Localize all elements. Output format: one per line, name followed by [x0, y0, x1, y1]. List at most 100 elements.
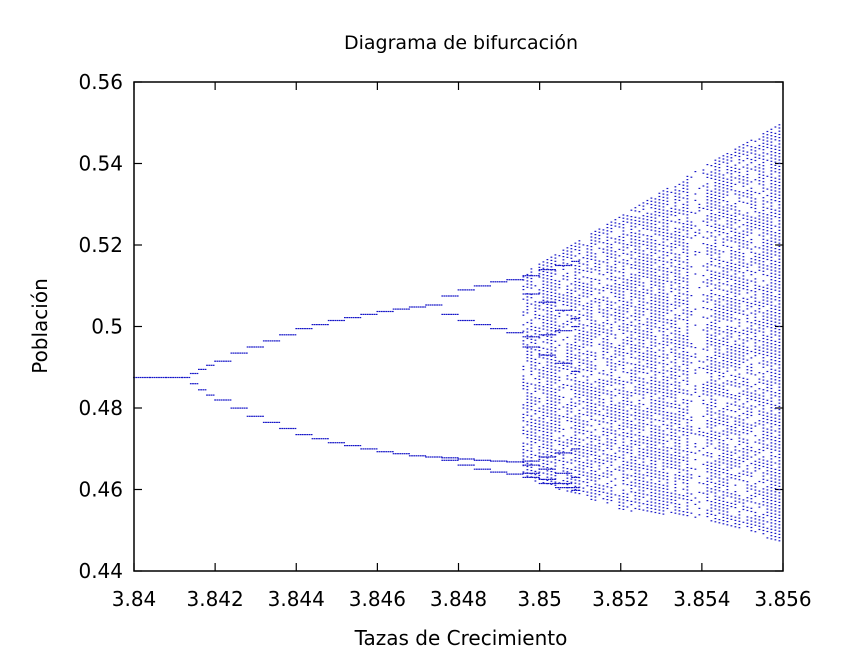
data-point	[535, 471, 537, 472]
data-point	[631, 232, 633, 233]
data-point	[715, 448, 717, 449]
data-point	[260, 416, 262, 417]
data-point	[615, 408, 617, 409]
data-point	[663, 402, 665, 403]
data-point	[436, 456, 438, 457]
data-point	[739, 345, 741, 346]
data-point	[551, 365, 553, 366]
data-point	[747, 433, 749, 434]
data-point	[647, 318, 649, 319]
data-point	[659, 513, 661, 514]
data-point	[424, 306, 426, 307]
data-point	[771, 186, 773, 187]
data-point	[623, 426, 625, 427]
data-point	[675, 221, 677, 222]
data-point	[739, 415, 741, 416]
data-point	[687, 285, 689, 286]
data-point	[452, 460, 454, 461]
data-point	[651, 358, 653, 359]
data-point	[527, 348, 529, 349]
data-point	[663, 277, 665, 278]
data-point	[639, 320, 641, 321]
data-point	[541, 334, 543, 335]
data-point	[727, 326, 729, 327]
data-point	[711, 383, 713, 384]
data-point	[739, 466, 741, 467]
data-point	[763, 517, 765, 518]
data-point	[679, 497, 681, 498]
data-point	[719, 458, 721, 459]
data-point	[635, 380, 637, 381]
data-point	[631, 331, 633, 332]
data-point	[559, 482, 561, 483]
data-point	[599, 491, 601, 492]
data-point	[539, 456, 541, 457]
data-point	[583, 289, 585, 290]
data-point	[591, 288, 593, 289]
data-point	[647, 245, 649, 246]
data-point	[374, 314, 376, 315]
data-point	[587, 306, 589, 307]
data-point	[599, 443, 601, 444]
data-point	[531, 278, 533, 279]
data-point	[699, 492, 701, 493]
data-point	[559, 287, 561, 288]
data-point	[619, 249, 621, 250]
data-point	[635, 374, 637, 375]
data-point	[631, 382, 633, 383]
data-point	[739, 258, 741, 259]
data-point	[667, 473, 669, 474]
data-point	[719, 513, 721, 514]
data-point	[699, 428, 701, 429]
data-point	[667, 402, 669, 403]
data-point	[575, 355, 577, 356]
data-point	[711, 261, 713, 262]
data-point	[675, 372, 677, 373]
data-point	[583, 308, 585, 309]
data-point	[643, 366, 645, 367]
data-point	[683, 197, 685, 198]
data-point	[527, 469, 529, 470]
data-point	[763, 258, 765, 259]
data-point	[579, 371, 581, 372]
data-point	[611, 225, 613, 226]
data-point	[611, 414, 613, 415]
data-point	[683, 300, 685, 301]
data-point	[631, 491, 633, 492]
data-point	[635, 287, 637, 288]
data-point	[767, 294, 769, 295]
data-point	[284, 428, 286, 429]
data-point	[535, 420, 537, 421]
data-point	[735, 446, 737, 447]
data-point	[555, 405, 557, 406]
data-point	[619, 502, 621, 503]
data-point	[747, 347, 749, 348]
data-point	[571, 255, 573, 256]
data-point	[607, 310, 609, 311]
data-point	[547, 381, 549, 382]
data-point	[527, 357, 529, 358]
data-point	[615, 350, 617, 351]
data-point	[583, 276, 585, 277]
data-point	[611, 302, 613, 303]
data-point	[631, 283, 633, 284]
data-point	[551, 461, 553, 462]
x-tick-label: 3.846	[349, 587, 406, 611]
data-point	[695, 309, 697, 310]
data-point	[551, 445, 553, 446]
data-point	[731, 474, 733, 475]
data-point	[687, 432, 689, 433]
data-point	[639, 221, 641, 222]
data-point	[469, 458, 471, 459]
data-point	[739, 514, 741, 515]
data-point	[643, 346, 645, 347]
data-point	[575, 339, 577, 340]
data-point	[655, 394, 657, 395]
data-point	[759, 331, 761, 332]
data-point	[715, 160, 717, 161]
data-point	[551, 455, 553, 456]
data-point	[683, 252, 685, 253]
data-point	[767, 227, 769, 228]
data-point	[444, 457, 446, 458]
data-point	[575, 441, 577, 442]
